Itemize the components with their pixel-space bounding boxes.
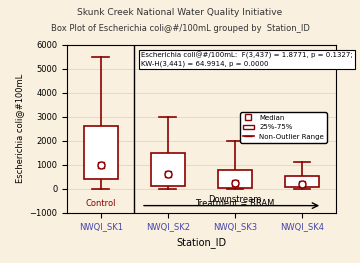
Bar (151, 153, 185, 186)
Text: Downstream: Downstream (208, 195, 262, 204)
Text: Treatment = BRAM: Treatment = BRAM (195, 199, 275, 208)
Bar (218, 170, 252, 188)
Bar (285, 176, 319, 187)
Text: Escherichia coli@#/100mL:  F(3,437) = 1.8771, p = 0.1327;
KW-H(3,441) = 64.9914,: Escherichia coli@#/100mL: F(3,437) = 1.8… (141, 52, 353, 67)
Text: Box Plot of Escherichia coli@#/100mL grouped by  Station_ID: Box Plot of Escherichia coli@#/100mL gro… (50, 24, 310, 33)
Bar (84, 127, 118, 179)
Y-axis label: Escherichia coli@#100mL: Escherichia coli@#100mL (15, 74, 24, 183)
Text: Skunk Creek National Water Quality Initiative: Skunk Creek National Water Quality Initi… (77, 8, 283, 17)
Legend: Median, 25%-75%, Non-Outlier Range: Median, 25%-75%, Non-Outlier Range (240, 112, 327, 143)
X-axis label: Station_ID: Station_ID (176, 237, 226, 248)
Text: Control: Control (86, 199, 116, 208)
